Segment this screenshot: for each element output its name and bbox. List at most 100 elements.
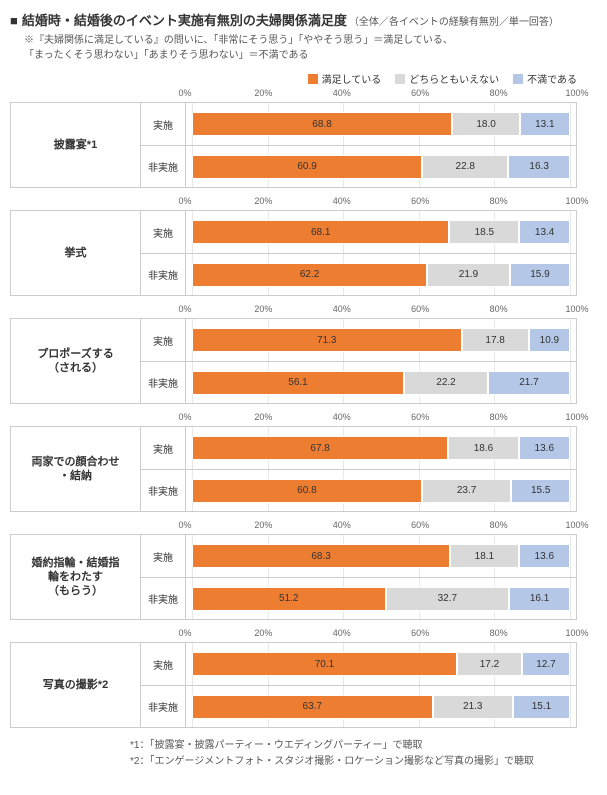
axis-tick-label: 20% [254, 412, 272, 422]
bar-segment: 67.8 [192, 436, 448, 460]
axis-tick-label: 40% [333, 88, 351, 98]
legend-item-satisfied: 満足している [308, 71, 382, 86]
note-line-1: ※『夫婦関係に満足している』の問いに、「非常にそう思う」「ややそう思う」＝満足し… [24, 33, 597, 48]
axis-tick-label: 60% [411, 88, 429, 98]
axis-tick-label: 0% [178, 196, 191, 206]
bar-row: 非実施51.232.716.1 [141, 577, 576, 619]
axis-row: 0%20%40%60%80%100% [10, 412, 597, 426]
axis: 0%20%40%60%80%100% [185, 628, 577, 642]
stacked-bar: 63.721.315.1 [192, 695, 570, 719]
bar-segment: 15.1 [513, 695, 570, 719]
bar-segment: 60.9 [192, 155, 422, 179]
footnote-2: *2：「エンゲージメントフォト・スタジオ撮影・ロケーション撮影など写真の撮影」で… [130, 754, 597, 770]
stacked-bar: 67.818.613.6 [192, 436, 570, 460]
axis-tick-label: 0% [178, 88, 191, 98]
bar-row: 非実施60.922.816.3 [141, 145, 576, 187]
bar-area: 60.922.816.3 [186, 146, 576, 187]
stacked-bar: 71.317.810.9 [192, 328, 570, 352]
bar-segment: 16.1 [509, 587, 570, 611]
legend-label-satisfied: 満足している [322, 71, 382, 86]
axis-tick-label: 0% [178, 412, 191, 422]
axis-tick-label: 80% [490, 628, 508, 638]
status-label: 非実施 [141, 470, 186, 511]
bar-segment: 21.7 [488, 371, 570, 395]
bar-segment: 18.1 [450, 544, 518, 568]
chart-body: 披露宴*1実施68.818.013.1非実施60.922.816.3 [10, 102, 577, 188]
chart-block: 0%20%40%60%80%100%披露宴*1実施68.818.013.1非実施… [10, 88, 597, 188]
footnotes: *1：「披露宴・披露パーティー・ウエディングパーティー」で聴取 *2：「エンゲー… [130, 738, 597, 770]
status-label: 実施 [141, 643, 186, 685]
bar-segment: 12.7 [522, 652, 570, 676]
legend-swatch-neutral [395, 74, 405, 84]
axis-tick-label: 40% [333, 196, 351, 206]
bar-segment: 10.9 [529, 328, 570, 352]
category-label: 披露宴*1 [11, 103, 141, 187]
note-line-2: 「まったくそう思わない」「あまりそう思わない」＝不満である [24, 48, 597, 63]
bar-area: 63.721.315.1 [186, 686, 576, 727]
rows-col: 実施71.317.810.9非実施56.122.221.7 [141, 319, 576, 403]
status-label: 実施 [141, 211, 186, 253]
bar-area: 68.818.013.1 [186, 103, 576, 145]
bar-row: 実施70.117.212.7 [141, 643, 576, 685]
axis: 0%20%40%60%80%100% [185, 304, 577, 318]
stacked-bar: 62.221.915.9 [192, 263, 570, 287]
legend-label-dissatisfied: 不満である [527, 71, 577, 86]
bar-segment: 13.6 [519, 436, 570, 460]
footnote-1: *1：「披露宴・披露パーティー・ウエディングパーティー」で聴取 [130, 738, 597, 754]
axis-tick-label: 80% [490, 520, 508, 530]
status-label: 非実施 [141, 578, 186, 619]
stacked-bar: 68.818.013.1 [192, 112, 570, 136]
bar-area: 62.221.915.9 [186, 254, 576, 295]
page-title: 結婚時・結婚後のイベント実施有無別の夫婦関係満足度 [22, 10, 347, 29]
axis-tick-label: 100% [565, 196, 588, 206]
status-label: 実施 [141, 427, 186, 469]
axis-tick-label: 80% [490, 196, 508, 206]
note-block: ※『夫婦関係に満足している』の問いに、「非常にそう思う」「ややそう思う」＝満足し… [24, 33, 597, 63]
status-label: 非実施 [141, 362, 186, 403]
axis-tick-label: 0% [178, 520, 191, 530]
axis-tick-label: 40% [333, 304, 351, 314]
rows-col: 実施67.818.613.6非実施60.823.715.5 [141, 427, 576, 511]
bar-row: 実施68.318.113.6 [141, 535, 576, 577]
axis-tick-label: 80% [490, 412, 508, 422]
bar-area: 68.318.113.6 [186, 535, 576, 577]
axis-tick-label: 100% [565, 412, 588, 422]
bar-segment: 13.6 [519, 544, 570, 568]
chart-body: 両家での顔合わせ・結納実施67.818.613.6非実施60.823.715.5 [10, 426, 577, 512]
legend: 満足している どちらともいえない 不満である [10, 71, 577, 86]
bar-segment: 17.8 [462, 328, 529, 352]
bar-area: 68.118.513.4 [186, 211, 576, 253]
bar-segment: 22.8 [422, 155, 508, 179]
axis-tick-label: 20% [254, 520, 272, 530]
bar-segment: 22.2 [404, 371, 488, 395]
bar-segment: 68.8 [192, 112, 452, 136]
bar-segment: 15.5 [511, 479, 570, 503]
bar-row: 非実施60.823.715.5 [141, 469, 576, 511]
bar-segment: 13.1 [520, 112, 570, 136]
bar-row: 非実施63.721.315.1 [141, 685, 576, 727]
bar-row: 実施67.818.613.6 [141, 427, 576, 469]
stacked-bar: 51.232.716.1 [192, 587, 570, 611]
title-row: ■ 結婚時・結婚後のイベント実施有無別の夫婦関係満足度 （全体／各イベントの経験… [10, 10, 597, 29]
bar-row: 実施68.118.513.4 [141, 211, 576, 253]
axis-tick-label: 60% [411, 196, 429, 206]
bar-segment: 68.1 [192, 220, 449, 244]
axis-tick-label: 40% [333, 628, 351, 638]
stacked-bar: 68.318.113.6 [192, 544, 570, 568]
bar-segment: 32.7 [386, 587, 510, 611]
axis-tick-label: 20% [254, 196, 272, 206]
axis-tick-label: 20% [254, 88, 272, 98]
legend-label-neutral: どちらともいえない [409, 71, 499, 86]
legend-swatch-dissatisfied [513, 74, 523, 84]
axis-row: 0% 20% 40% 60% 80% 100% [10, 196, 597, 210]
axis-tick-label: 100% [565, 628, 588, 638]
bar-row: 非実施62.221.915.9 [141, 253, 576, 295]
chart-body: 婚約指輪・結婚指輪をわたす（もらう）実施68.318.113.6非実施51.23… [10, 534, 577, 620]
legend-swatch-satisfied [308, 74, 318, 84]
legend-item-dissatisfied: 不満である [513, 71, 577, 86]
stacked-bar: 60.823.715.5 [192, 479, 570, 503]
stacked-bar: 68.118.513.4 [192, 220, 570, 244]
bar-area: 71.317.810.9 [186, 319, 576, 361]
bar-segment: 21.9 [427, 263, 510, 287]
axis-tick-label: 20% [254, 628, 272, 638]
